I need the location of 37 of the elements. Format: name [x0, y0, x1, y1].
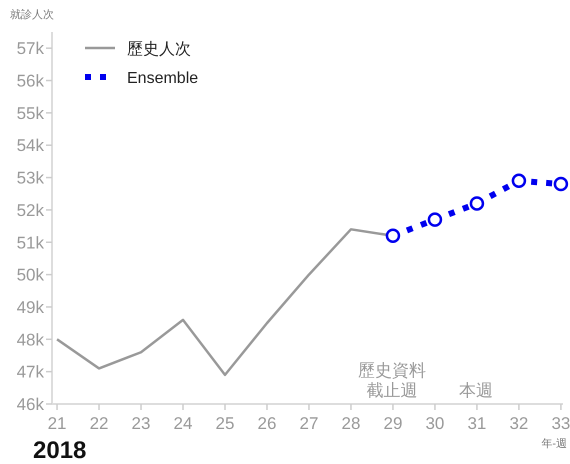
point — [512, 174, 526, 188]
y-axis-title: 就診人次 — [10, 8, 54, 21]
x-tick-label: 23 — [132, 414, 150, 433]
annotation: 歷史資料截止週 — [358, 361, 426, 400]
y-tick-label: 52k — [16, 200, 44, 220]
y-tick-label: 48k — [16, 330, 44, 350]
y-tick-label: 49k — [16, 298, 44, 317]
x-axis-title: 年-週 — [541, 438, 567, 450]
annotation: 本週 — [459, 381, 493, 400]
y-tick-label: 51k — [16, 233, 44, 252]
x-tick-label: 25 — [216, 414, 234, 433]
point — [554, 176, 568, 192]
y-tick-label: 55k — [16, 104, 44, 123]
x-tick-label: 27 — [300, 414, 318, 433]
x-tick-label: 22 — [90, 414, 108, 433]
y-tick-label: 56k — [16, 72, 44, 91]
x-tick-label: 30 — [425, 414, 444, 433]
point — [386, 228, 400, 244]
x-tick-label: 26 — [258, 414, 276, 433]
text: 2018 — [33, 437, 86, 464]
point — [470, 196, 484, 211]
x-tick-label: 31 — [467, 414, 486, 433]
point — [428, 212, 442, 227]
legend-label: Ensemble — [127, 70, 198, 87]
y-tick-label: 46k — [16, 395, 44, 414]
y-tick-label: 47k — [16, 362, 44, 382]
x-tick-label: 24 — [174, 414, 192, 433]
y-tick-label: 50k — [16, 266, 44, 285]
x-tick-label: 33 — [551, 414, 570, 433]
x-tick-label: 29 — [383, 414, 402, 433]
x-tick-label: 21 — [48, 414, 66, 433]
y-tick-label: 54k — [16, 136, 44, 156]
legend-label: 歷史人次 — [127, 40, 191, 58]
x-tick-label: 28 — [341, 414, 360, 433]
y-tick-label: 57k — [16, 39, 44, 58]
x-tick-label: 32 — [509, 414, 528, 433]
y-tick-label: 53k — [16, 168, 44, 188]
